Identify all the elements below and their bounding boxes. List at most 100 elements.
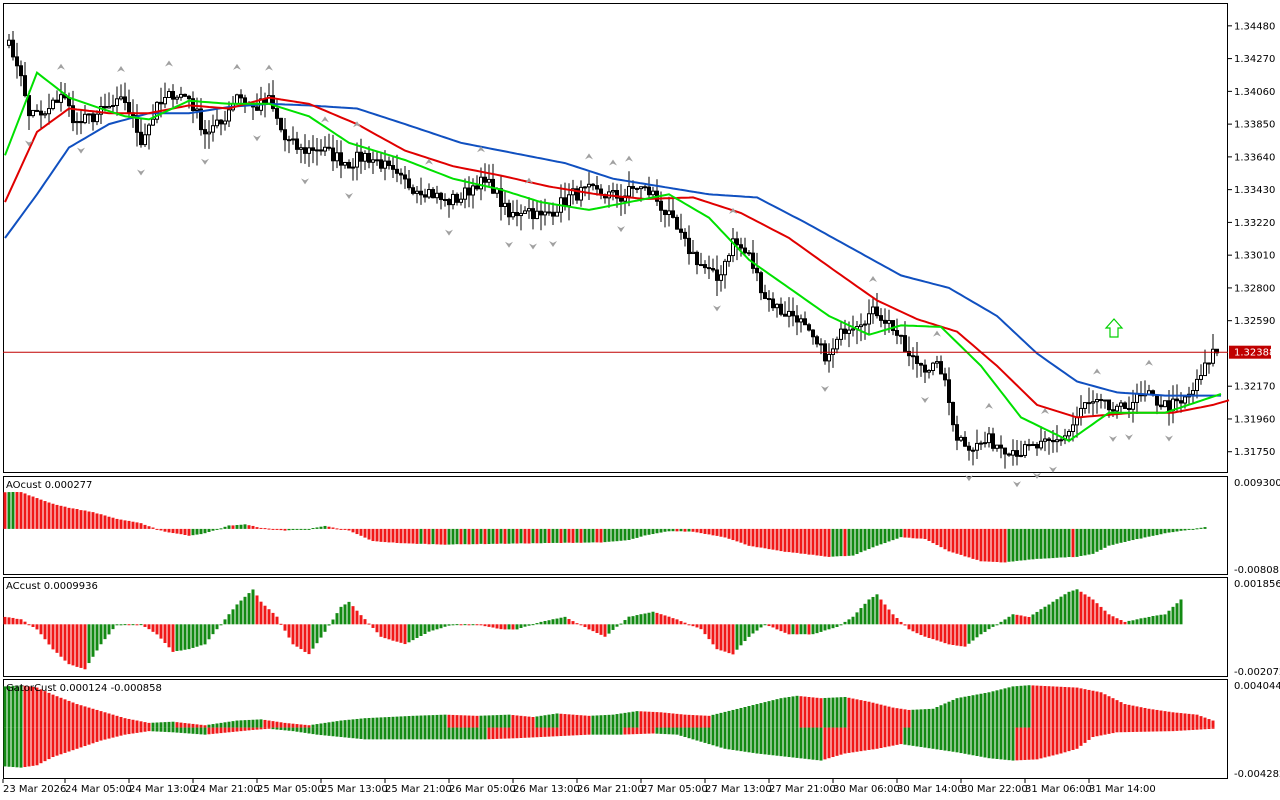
candle [879,308,883,328]
gator-upper-bar [1111,698,1115,728]
gator-upper-bar [319,723,323,728]
gator-upper-bar [1023,685,1027,728]
ac-bar [427,624,431,632]
ac-bar [303,624,307,652]
up-arrow-icon [165,60,173,67]
candle [183,93,187,97]
ac-bar [247,593,251,625]
gator-upper-bar [939,705,943,728]
candle [703,260,707,274]
up-arrow-icon [729,207,737,214]
gator-upper-bar [203,725,207,728]
ac-bar [923,624,927,637]
candle [427,183,431,199]
gator-lower-bar [715,727,719,747]
candle [779,297,783,317]
ac-bar [87,624,91,664]
down-arrow-icon [201,158,209,165]
gator-upper-bar [207,724,211,728]
candle [919,362,923,377]
ao-bar [1127,528,1131,541]
gator-lower-bar [163,727,167,732]
candle [1055,425,1059,453]
gator-lower-bar [439,727,443,740]
ac-bar [803,624,807,635]
down-arrow-icon [617,226,625,233]
ao-bar [295,528,299,530]
candle [43,111,47,119]
gator-lower-bar [719,727,723,748]
gator-lower-bar [155,727,159,732]
ac-pane[interactable] [3,577,1228,677]
ac-bar [211,624,215,635]
gator-upper-bar [127,718,131,728]
candle [699,252,703,267]
ao-bar [135,522,139,529]
candle [91,110,95,131]
gator-upper-bar [491,715,495,728]
gator-lower-bar [1055,727,1059,755]
ac-bar [799,624,803,635]
ac-bar [99,624,103,645]
down-arrow-icon [1109,435,1117,442]
gator-upper-bar [639,711,643,728]
candle [503,192,507,216]
gator-upper-bar [931,708,935,728]
gator-upper-bar [1003,688,1007,728]
gator-upper-bar [1075,687,1079,728]
gator-lower-bar [263,727,267,730]
candle [695,250,699,275]
ac-bar [631,616,635,625]
ac-bar [1103,610,1107,625]
ac-bar [111,624,115,630]
gator-lower-bar [7,727,11,767]
ao-bar [187,528,191,536]
ao-bar [467,528,471,545]
ao-bar [795,528,799,553]
ao-bar [67,507,71,529]
ao-bar [275,528,279,530]
up-arrow-icon [57,63,65,70]
gator-lower-bar [803,727,807,759]
ao-bar [199,528,203,535]
ac-bar [119,624,123,626]
gator-upper-bar [887,706,891,728]
candle [59,82,63,112]
ac-bar [515,624,519,630]
candle [591,182,595,191]
gator-upper-bar [1203,717,1207,728]
gator-upper-bar [167,721,171,728]
ao-bar [991,528,995,562]
ac-bar [383,624,387,639]
gator-upper-bar [507,714,511,728]
ac-bar [147,624,151,630]
ao-bar [203,528,207,534]
gator-lower-bar [863,727,867,751]
gator-lower-bar [1171,727,1175,732]
gator-lower-bar [239,727,243,732]
ao-bar [591,528,595,543]
ao-bar [567,528,571,543]
gator-lower-bar [1023,727,1027,760]
gator-upper-bar [547,714,551,728]
ac-bar [163,624,167,643]
ac-bar [495,624,499,629]
gator-upper-bar [171,721,175,728]
gator-upper-bar [591,715,595,728]
gator-lower-bar [655,727,659,734]
candle [211,114,215,142]
gator-upper-bar [787,696,791,728]
ao-bar [863,528,867,551]
gator-upper-bar [223,722,227,728]
ac-bar [455,624,459,626]
ao-bar [531,528,535,544]
ao-bar [495,528,499,544]
ao-bar [1163,528,1167,534]
gator-upper-bar [751,705,755,728]
candle [307,140,311,167]
gator-lower-bar [127,727,131,735]
gator-lower-bar [359,727,363,739]
ao-bar [903,528,907,538]
main-price-pane[interactable] [3,3,1228,473]
